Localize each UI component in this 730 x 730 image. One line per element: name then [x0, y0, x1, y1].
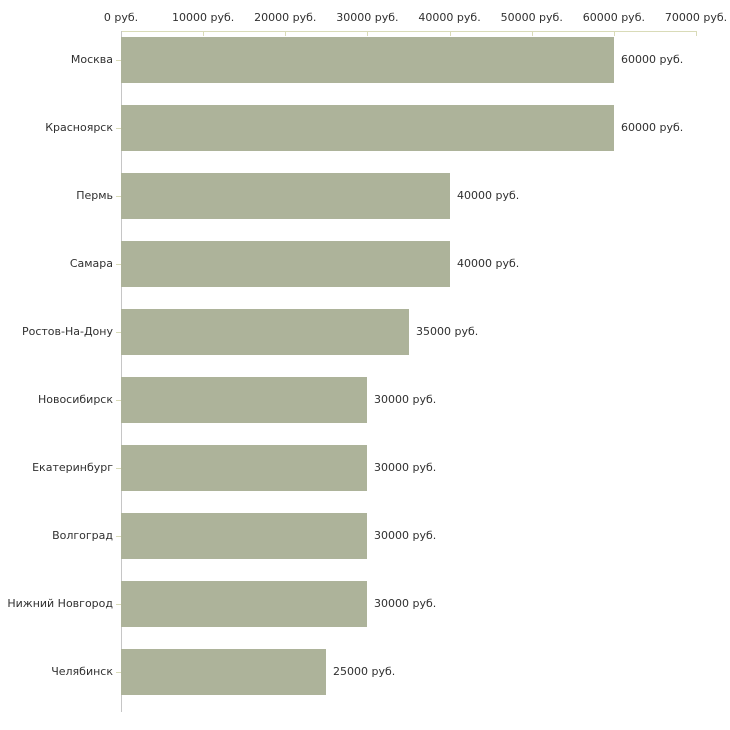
bar: [121, 377, 367, 423]
x-tick-mark: [367, 31, 369, 36]
value-label: 30000 руб.: [374, 529, 437, 542]
y-tick-mark: [116, 672, 121, 673]
y-tick-mark: [116, 264, 121, 265]
value-label: 40000 руб.: [457, 189, 520, 202]
value-label: 30000 руб.: [374, 461, 437, 474]
bar: [121, 581, 367, 627]
y-tick-mark: [116, 536, 121, 537]
value-label: 60000 руб.: [621, 53, 684, 66]
bar: [121, 649, 326, 695]
category-label: Самара: [69, 257, 113, 270]
bar: [121, 173, 450, 219]
value-label: 60000 руб.: [621, 121, 684, 134]
y-tick-mark: [116, 400, 121, 401]
value-label: 30000 руб.: [374, 597, 437, 610]
y-tick-mark: [116, 604, 121, 605]
category-label: Новосибирск: [37, 393, 113, 406]
category-label: Пермь: [76, 189, 113, 202]
x-tick-label: 20000 руб.: [254, 11, 317, 24]
bar: [121, 445, 367, 491]
x-tick-label: 70000 руб.: [664, 11, 728, 24]
y-tick-mark: [116, 60, 121, 61]
x-tick-label: 30000 руб.: [336, 11, 399, 24]
x-tick-label: 60000 руб.: [582, 11, 645, 24]
x-tick-mark: [696, 31, 697, 36]
value-label: 35000 руб.: [416, 325, 479, 338]
x-tick-mark: [613, 31, 615, 36]
value-label: 30000 руб.: [374, 393, 437, 406]
bar: [121, 513, 367, 559]
y-tick-mark: [116, 196, 121, 197]
x-tick-mark: [531, 31, 533, 36]
y-tick-mark: [116, 128, 121, 129]
bar: [121, 241, 450, 287]
bar: [121, 105, 614, 151]
x-tick-label: 10000 руб.: [172, 11, 235, 24]
x-tick-label: 0 руб.: [103, 11, 139, 24]
x-tick-label: 50000 руб.: [500, 11, 563, 24]
y-axis-line: [121, 31, 122, 712]
value-label: 25000 руб.: [333, 665, 396, 678]
category-label: Нижний Новгород: [7, 597, 113, 610]
category-label: Красноярск: [45, 121, 113, 134]
category-label: Волгоград: [52, 529, 113, 542]
x-tick-label: 40000 руб.: [418, 11, 481, 24]
y-tick-mark: [116, 332, 121, 333]
category-label: Екатеринбург: [32, 461, 113, 474]
x-tick-mark: [285, 31, 287, 36]
y-tick-mark: [116, 468, 121, 469]
x-tick-mark: [203, 31, 205, 36]
category-label: Ростов-На-Дону: [21, 325, 113, 338]
x-tick-mark: [449, 31, 451, 36]
bar: [121, 309, 409, 355]
category-label: Челябинск: [51, 665, 113, 678]
value-label: 40000 руб.: [457, 257, 520, 270]
category-label: Москва: [70, 53, 113, 66]
x-axis-line: [121, 31, 696, 32]
bar: [121, 37, 614, 83]
